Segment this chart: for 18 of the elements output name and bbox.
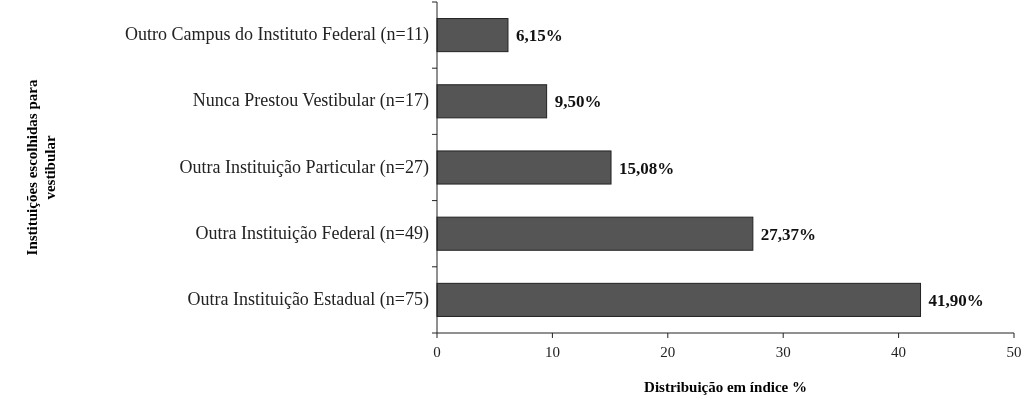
x-tick-label: 40 bbox=[891, 344, 907, 360]
data-label: 27,37% bbox=[760, 224, 817, 244]
y-tick-label: Outra Instituição Particular (n=27) bbox=[179, 156, 429, 178]
x-tick-label: 10 bbox=[544, 344, 560, 360]
x-tick-label: 30 bbox=[775, 344, 791, 360]
x-tick-label: 0 bbox=[433, 344, 441, 360]
data-label: 41,90% bbox=[928, 290, 984, 310]
data-label: 9,50% bbox=[554, 92, 602, 112]
data-label: 15,08% bbox=[619, 158, 675, 178]
y-tick-label: Outro Campus do Instituto Federal (n=11) bbox=[125, 24, 429, 46]
x-tick-label: 20 bbox=[660, 344, 676, 360]
y-axis-title: Instituições escolhidas para vestibular bbox=[24, 79, 58, 256]
y-tick-label: Outra Instituição Estadual (n=75) bbox=[187, 288, 429, 310]
x-axis-title: Distribuição em índice % bbox=[644, 379, 807, 395]
y-tick-label: Outra Instituição Federal (n=49) bbox=[195, 222, 430, 244]
x-tick-label: 50 bbox=[1006, 344, 1022, 360]
y-tick-label: Nunca Prestou Vestibular (n=17) bbox=[192, 90, 429, 112]
data-label: 6,15% bbox=[515, 26, 563, 46]
